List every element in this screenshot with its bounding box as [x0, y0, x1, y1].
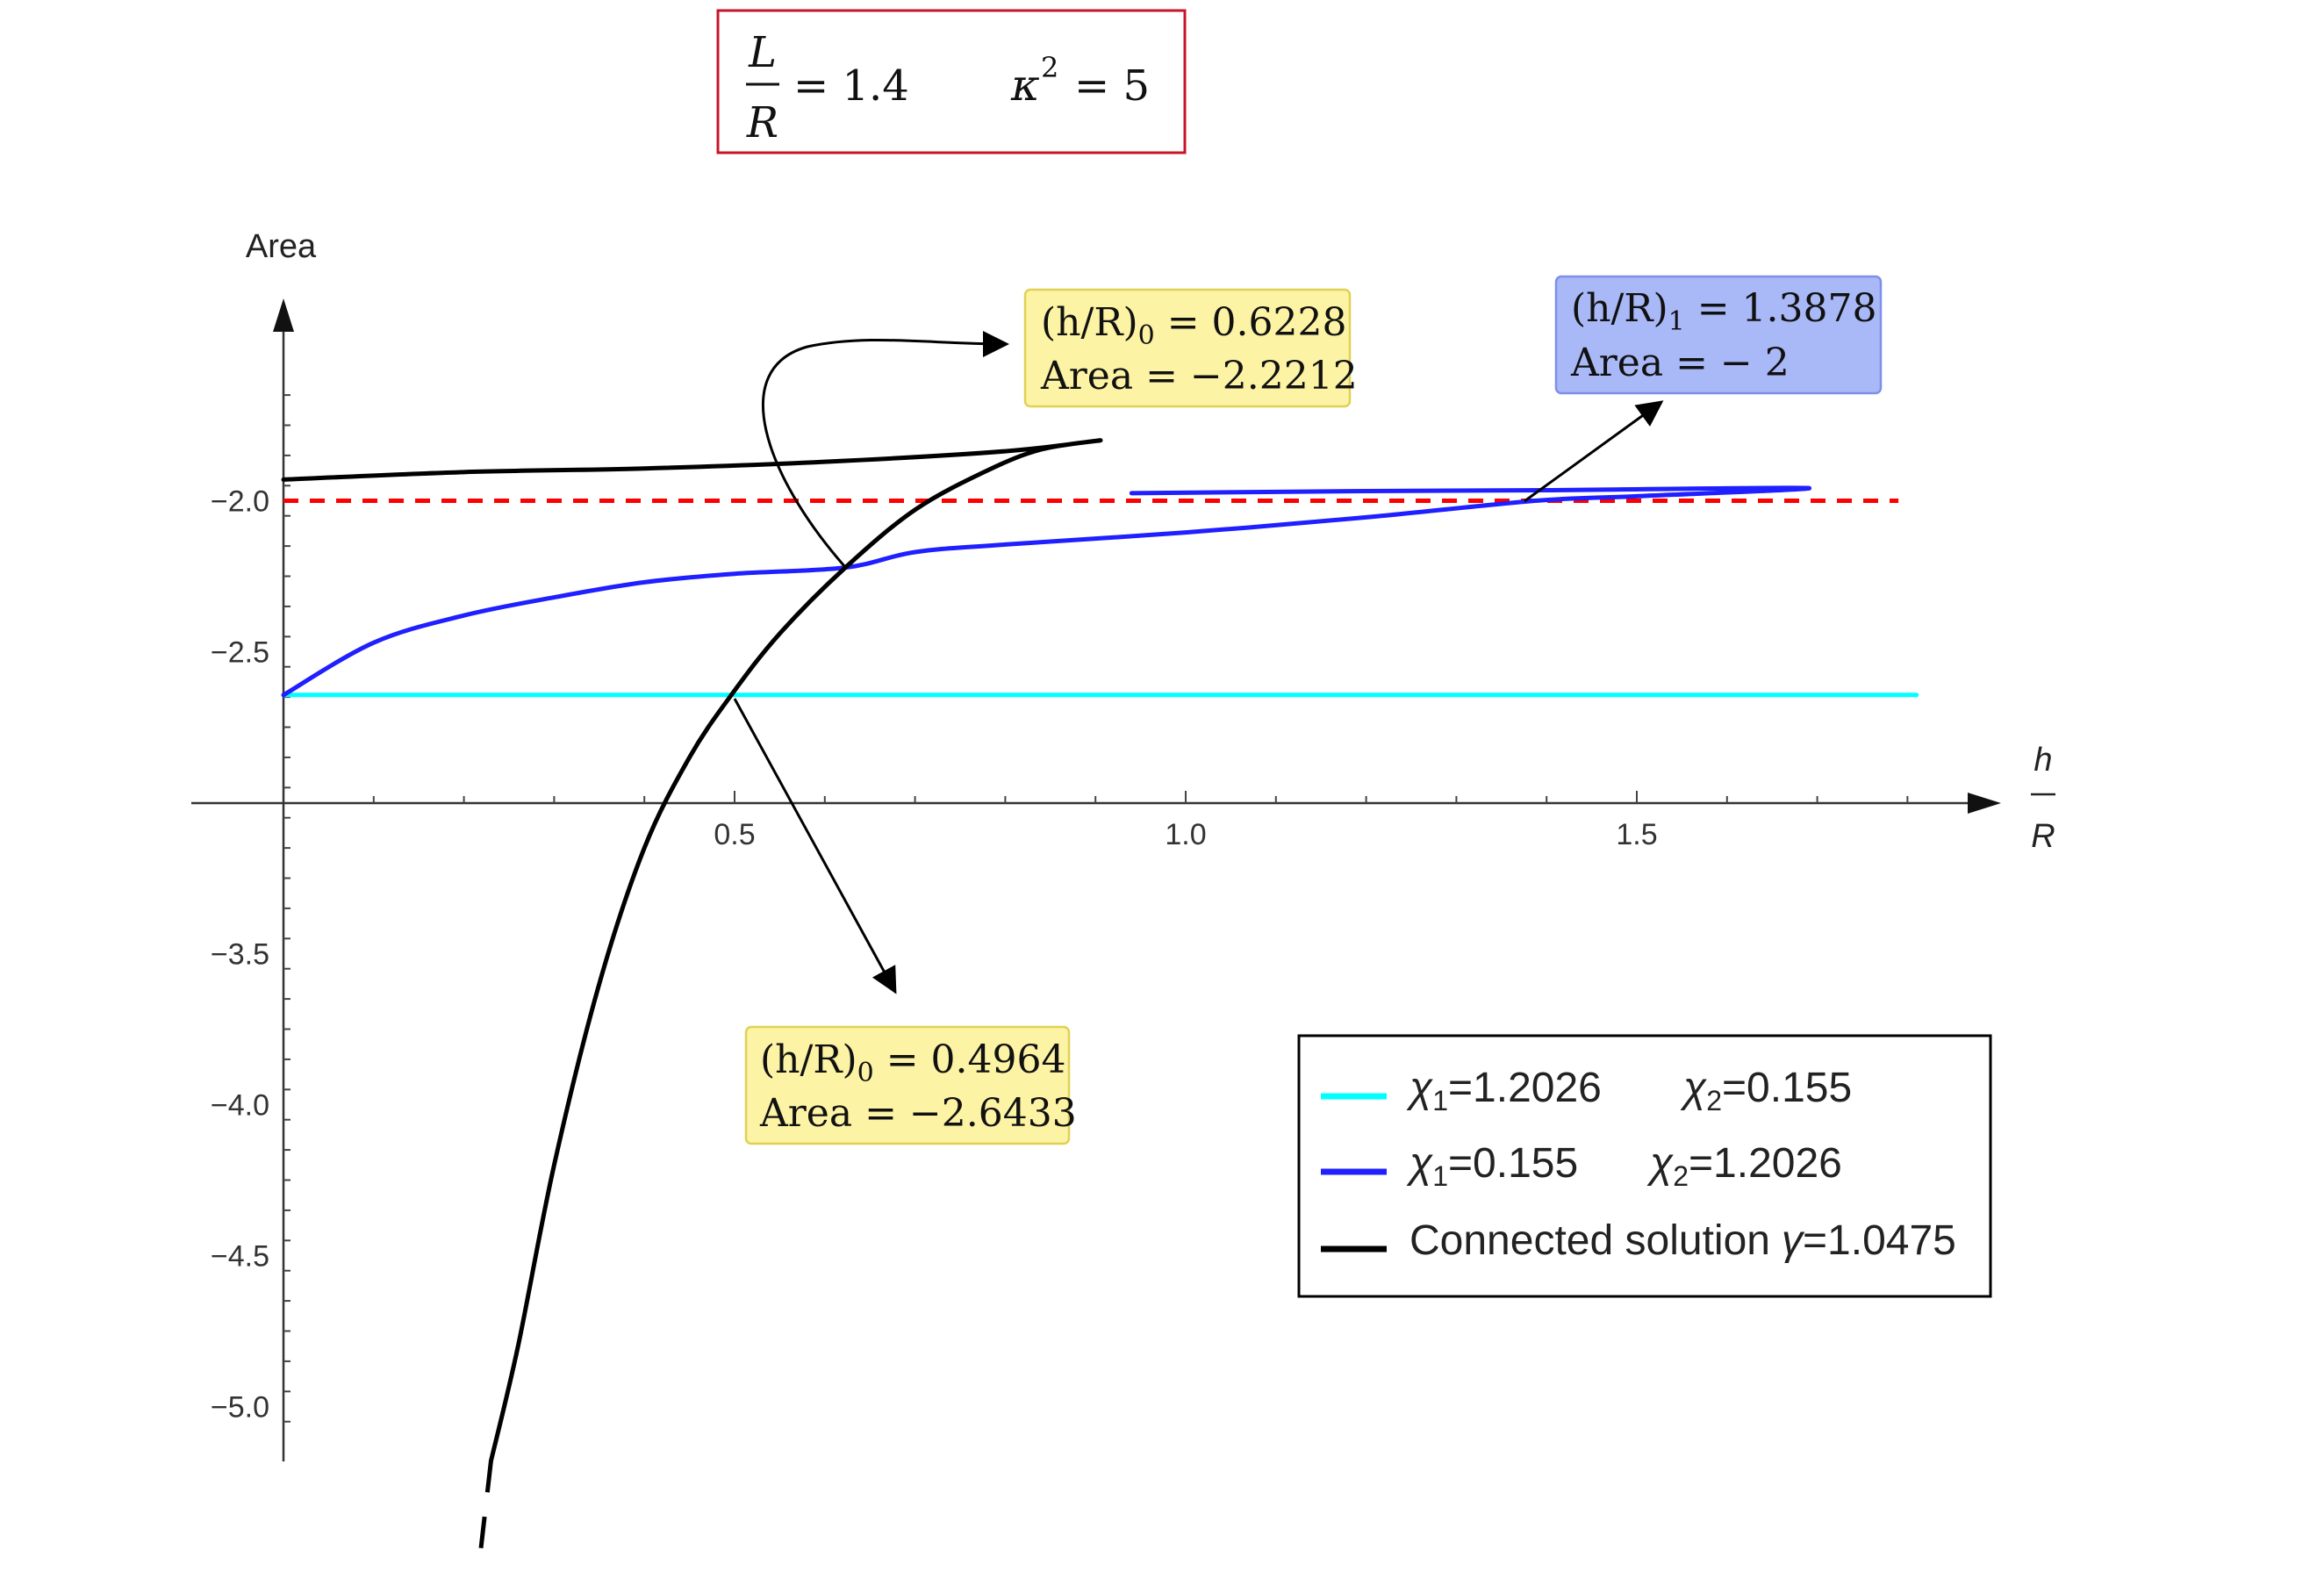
lower-yellow-line1-sub: 0 — [857, 1058, 874, 1088]
x-minor-ticks — [372, 791, 1909, 803]
legend-blue-b-sub: 2 — [1673, 1160, 1689, 1192]
svg-text:χ2=1.2026: χ2=1.2026 — [1646, 1140, 1842, 1192]
legend-blue-b-val: =1.2026 — [1689, 1140, 1842, 1187]
x-tick-label: 0.5 — [714, 818, 755, 851]
lower-yellow-line2: Area = −2.6433 — [759, 1091, 1077, 1136]
legend-cyan-a-sym: χ — [1406, 1065, 1433, 1111]
kappa-symbol: κ — [1010, 60, 1040, 111]
annotation-arrows — [733, 330, 1664, 994]
x-axis-label-numerator: h — [2034, 742, 2052, 779]
arrow-lower-yellow — [733, 698, 897, 994]
x-tick-label: 1.5 — [1616, 818, 1657, 851]
svg-text:χ2=0.155: χ2=0.155 — [1680, 1065, 1852, 1116]
y-tick-label: −5.0 — [211, 1391, 269, 1425]
arrow-blue-box — [1524, 400, 1664, 503]
legend-blue-a-sym: χ — [1406, 1140, 1433, 1187]
svg-text:χ1=0.155: χ1=0.155 — [1406, 1140, 1578, 1192]
annotation-lower-yellow: (h/R)0 = 0.4964 Area = −2.6433 — [744, 1025, 1077, 1145]
annotation-lower-yellow-box — [744, 1025, 1071, 1145]
annotation-blue-box-rect — [1554, 275, 1883, 395]
upper-yellow-line1-post: = 0.6228 — [1155, 300, 1347, 345]
annotation-upper-yellow: (h/R)0 = 0.6228 Area = −2.2212 — [1023, 288, 1358, 408]
legend-frame — [1297, 1034, 1992, 1298]
svg-text:(h/R)0 = 0.4964: (h/R)0 = 0.4964 — [760, 1037, 1066, 1088]
legend-cyan-a-val: =1.2026 — [1448, 1065, 1602, 1111]
lower-yellow-line1-pre: (h/R) — [760, 1037, 857, 1082]
lr-denominator: R — [746, 98, 778, 147]
y-axis-arrow — [273, 298, 294, 332]
parameter-box: L R = 1.4 κ 2 = 5 — [716, 9, 1187, 154]
annotation-upper-yellow-box — [1023, 288, 1352, 408]
upper-yellow-line1-sub: 0 — [1138, 320, 1155, 351]
series-line-black — [281, 438, 1103, 1463]
y-tick-label: −4.5 — [211, 1240, 269, 1274]
series-line-blue — [281, 485, 1812, 698]
svg-text:χ1=1.2026: χ1=1.2026 — [1406, 1065, 1602, 1116]
svg-text:(h/R)1 = 1.3878: (h/R)1 = 1.3878 — [1571, 286, 1877, 337]
blue-box-line1-sub: 1 — [1668, 306, 1685, 337]
legend-blue-a-val: =0.155 — [1448, 1140, 1578, 1187]
blue-box-line1-pre: (h/R) — [1571, 286, 1668, 331]
lr-numerator: L — [748, 28, 777, 77]
x-tick-label: 1.0 — [1165, 818, 1206, 851]
legend: χ1=1.2026 χ2=0.155 χ1=0.155 χ2=1.2026 Co… — [1297, 1034, 1992, 1298]
y-tick-label: −4.0 — [211, 1089, 269, 1123]
legend-black-text: Connected solution — [1409, 1217, 1770, 1264]
svg-text:Connected solution: Connected solution — [1409, 1217, 1770, 1264]
kappa-value: = 5 — [1074, 61, 1150, 111]
blue-box-line2: Area = − 2 — [1570, 341, 1790, 385]
annotation-blue-box: (h/R)1 = 1.3878 Area = − 2 — [1554, 275, 1883, 395]
legend-black-g-sym: γ — [1782, 1217, 1805, 1264]
y-axis-label: Area — [246, 228, 317, 265]
axes: 0.5 1.0 1.5 −2.0 −2.5 −3.5 −4.0 −4.5 −5.0 Area … — [191, 228, 2055, 1461]
svg-text:(h/R)0 = 0.6228: (h/R)0 = 0.6228 — [1041, 300, 1347, 351]
legend-blue-b-sym: χ — [1646, 1140, 1674, 1187]
legend-cyan-b-sym: χ — [1680, 1065, 1707, 1111]
x-tick-labels: 0.5 1.0 1.5 — [714, 818, 1657, 851]
upper-yellow-line1-pre: (h/R) — [1041, 300, 1138, 345]
legend-black-g-val: =1.0475 — [1803, 1217, 1956, 1264]
arrow-upper-yellow — [762, 330, 1009, 568]
svg-text:γ=1.0475: γ=1.0475 — [1782, 1217, 1956, 1264]
upper-yellow-line2: Area = −2.2212 — [1040, 354, 1358, 398]
series-line-black-dashed — [476, 1461, 493, 1572]
lr-value: = 1.4 — [793, 61, 909, 111]
legend-cyan-a-sub: 1 — [1432, 1085, 1448, 1116]
y-tick-label: −2.0 — [211, 485, 269, 519]
x-axis-arrow — [1968, 793, 2001, 814]
y-tick-label: −2.5 — [211, 636, 269, 670]
legend-blue-a-sub: 1 — [1432, 1160, 1448, 1192]
y-tick-labels: −2.0 −2.5 −3.5 −4.0 −4.5 −5.0 — [211, 485, 269, 1425]
lower-yellow-line1-post: = 0.4964 — [874, 1037, 1066, 1082]
data-layer — [281, 438, 1919, 1572]
legend-cyan-b-val: =0.155 — [1722, 1065, 1852, 1111]
kappa-exponent: 2 — [1041, 51, 1058, 84]
x-axis-label-denominator: R — [2031, 818, 2055, 855]
blue-box-line1-post: = 1.3878 — [1685, 286, 1877, 331]
y-tick-label: −3.5 — [211, 938, 269, 972]
legend-cyan-b-sub: 2 — [1706, 1085, 1722, 1116]
